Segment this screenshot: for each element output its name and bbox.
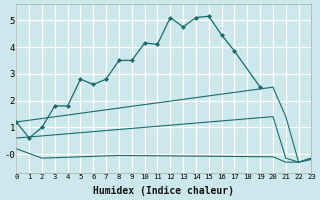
X-axis label: Humidex (Indice chaleur): Humidex (Indice chaleur) (93, 186, 234, 196)
